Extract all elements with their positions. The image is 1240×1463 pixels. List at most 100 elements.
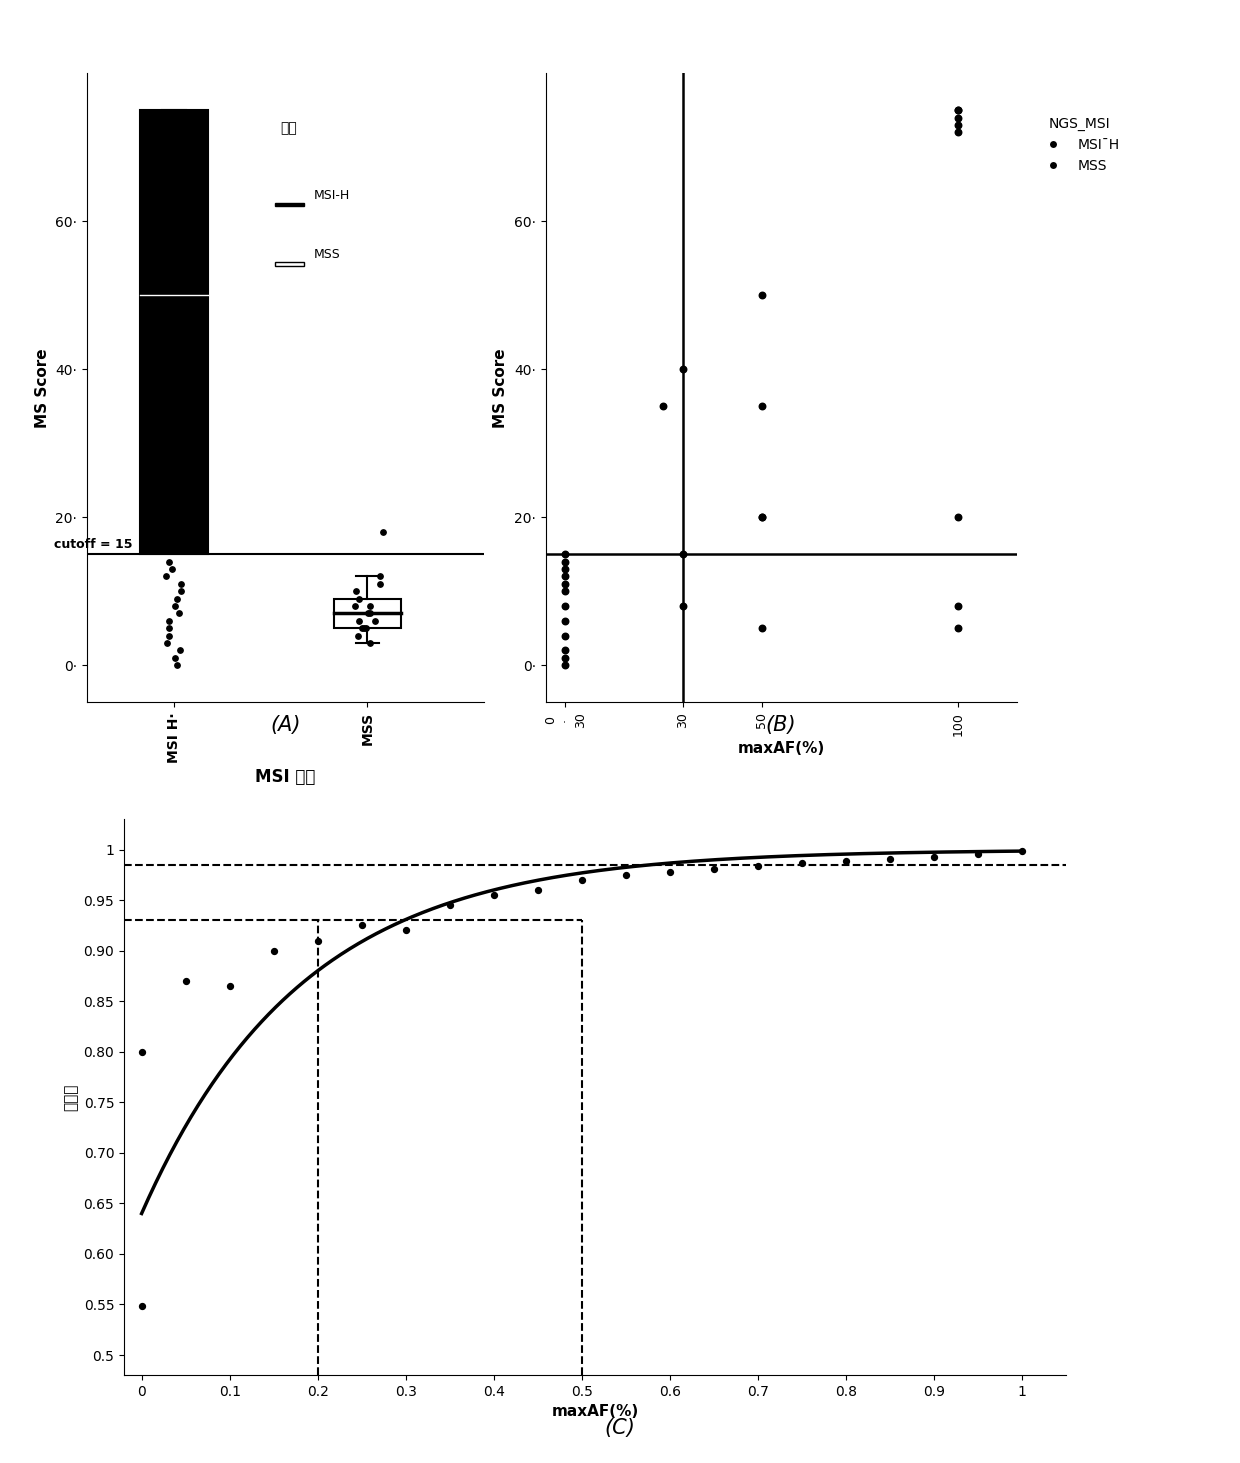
Point xyxy=(556,557,575,581)
Point xyxy=(556,572,575,595)
Bar xyxy=(334,598,402,628)
Point xyxy=(169,601,188,625)
Point xyxy=(396,919,415,942)
Point xyxy=(949,105,968,129)
Point xyxy=(673,357,693,380)
Point xyxy=(949,616,968,639)
Point xyxy=(968,841,988,865)
X-axis label: MSI 状态: MSI 状态 xyxy=(255,768,315,786)
X-axis label: maxAF(%): maxAF(%) xyxy=(552,1404,639,1419)
Point xyxy=(345,594,365,617)
Point xyxy=(660,860,680,884)
Point xyxy=(160,623,180,647)
Point xyxy=(350,609,370,632)
Point xyxy=(159,609,179,632)
Text: MSS: MSS xyxy=(314,249,340,262)
Point xyxy=(924,846,944,869)
Point xyxy=(352,914,372,938)
Point xyxy=(673,543,693,566)
Point xyxy=(156,565,176,588)
Point xyxy=(949,113,968,136)
Point xyxy=(361,632,381,655)
Point xyxy=(347,623,367,647)
Point xyxy=(949,506,968,530)
Point xyxy=(352,616,372,639)
Point xyxy=(673,594,693,617)
Text: MSI-H: MSI-H xyxy=(314,189,350,202)
Point xyxy=(159,550,179,573)
Point xyxy=(556,623,575,647)
Point xyxy=(373,521,393,544)
Point xyxy=(131,1295,151,1318)
Point xyxy=(370,572,389,595)
Point xyxy=(165,521,185,544)
Point xyxy=(949,98,968,121)
Point xyxy=(171,579,191,603)
Point xyxy=(371,565,391,588)
Point xyxy=(1012,838,1032,862)
Point xyxy=(219,974,239,998)
Point xyxy=(346,579,366,603)
Point xyxy=(308,929,327,952)
Point xyxy=(157,632,177,655)
Point xyxy=(751,506,771,530)
Point xyxy=(170,639,190,663)
Point xyxy=(167,654,187,677)
Point xyxy=(358,601,378,625)
Point xyxy=(556,609,575,632)
Point xyxy=(556,594,575,617)
Point xyxy=(264,939,284,963)
Point xyxy=(162,557,182,581)
Point xyxy=(353,616,373,639)
Point xyxy=(167,587,187,610)
Legend: MSI¯H, MSS: MSI¯H, MSS xyxy=(1033,111,1125,178)
Text: (C): (C) xyxy=(605,1418,635,1438)
Point xyxy=(556,639,575,663)
Point xyxy=(751,284,771,307)
Point xyxy=(556,550,575,573)
Point xyxy=(653,395,673,418)
Point xyxy=(366,609,386,632)
Y-axis label: MS Score: MS Score xyxy=(35,348,50,427)
Point xyxy=(171,572,191,595)
Point xyxy=(792,851,812,875)
Text: 类型: 类型 xyxy=(280,121,298,136)
Point xyxy=(484,884,503,907)
Point xyxy=(356,616,376,639)
Y-axis label: 灵敏度: 灵敏度 xyxy=(63,1084,78,1110)
Bar xyxy=(140,110,208,554)
Point xyxy=(360,601,379,625)
Point xyxy=(880,847,900,870)
Point xyxy=(556,543,575,566)
Point xyxy=(949,120,968,143)
Point xyxy=(836,849,856,872)
Point xyxy=(751,395,771,418)
Point xyxy=(361,594,381,617)
Point xyxy=(440,894,460,917)
Point xyxy=(556,647,575,670)
Point xyxy=(348,587,368,610)
Point xyxy=(176,970,196,993)
Bar xyxy=(274,262,304,266)
Point xyxy=(556,565,575,588)
Point xyxy=(528,878,548,901)
Bar xyxy=(274,203,304,206)
Point xyxy=(748,854,768,878)
Point xyxy=(131,1040,151,1064)
Point xyxy=(166,647,186,670)
Point xyxy=(572,868,591,891)
Point xyxy=(162,535,182,559)
Point xyxy=(161,490,181,514)
Text: (B): (B) xyxy=(766,715,796,736)
Y-axis label: MS Score: MS Score xyxy=(494,348,508,427)
Point xyxy=(704,857,724,881)
Point xyxy=(949,594,968,617)
Point xyxy=(165,594,185,617)
Point xyxy=(616,863,636,887)
Point xyxy=(159,616,179,639)
Point xyxy=(751,506,771,530)
Text: (A): (A) xyxy=(270,715,300,736)
Point xyxy=(949,98,968,121)
Point xyxy=(556,579,575,603)
X-axis label: maxAF(%): maxAF(%) xyxy=(738,742,825,756)
